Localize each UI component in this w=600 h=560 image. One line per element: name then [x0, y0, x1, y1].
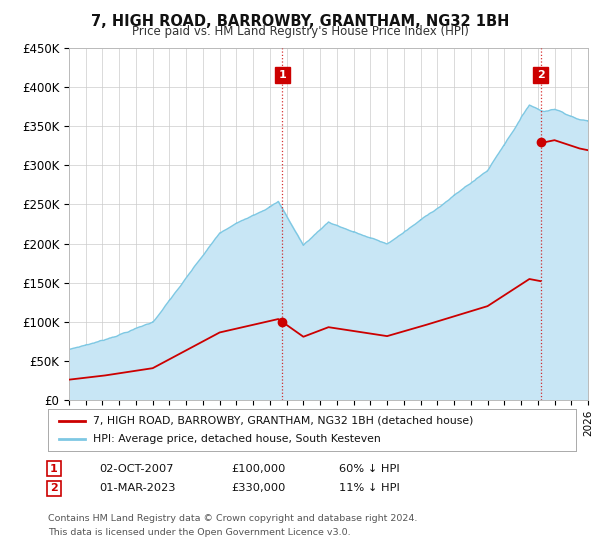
Text: This data is licensed under the Open Government Licence v3.0.: This data is licensed under the Open Gov… [48, 528, 350, 536]
Text: 2: 2 [536, 70, 544, 80]
Text: 2: 2 [50, 483, 58, 493]
Text: £100,000: £100,000 [231, 464, 286, 474]
Text: 7, HIGH ROAD, BARROWBY, GRANTHAM, NG32 1BH (detached house): 7, HIGH ROAD, BARROWBY, GRANTHAM, NG32 1… [93, 416, 473, 426]
Text: 60% ↓ HPI: 60% ↓ HPI [339, 464, 400, 474]
Text: 01-MAR-2023: 01-MAR-2023 [99, 483, 176, 493]
Text: 11% ↓ HPI: 11% ↓ HPI [339, 483, 400, 493]
Text: HPI: Average price, detached house, South Kesteven: HPI: Average price, detached house, Sout… [93, 434, 380, 444]
Text: £330,000: £330,000 [231, 483, 286, 493]
Text: 1: 1 [50, 464, 58, 474]
Text: 1: 1 [278, 70, 286, 80]
Text: Price paid vs. HM Land Registry's House Price Index (HPI): Price paid vs. HM Land Registry's House … [131, 25, 469, 38]
Text: Contains HM Land Registry data © Crown copyright and database right 2024.: Contains HM Land Registry data © Crown c… [48, 514, 418, 523]
Text: 02-OCT-2007: 02-OCT-2007 [99, 464, 173, 474]
Text: 7, HIGH ROAD, BARROWBY, GRANTHAM, NG32 1BH: 7, HIGH ROAD, BARROWBY, GRANTHAM, NG32 1… [91, 14, 509, 29]
